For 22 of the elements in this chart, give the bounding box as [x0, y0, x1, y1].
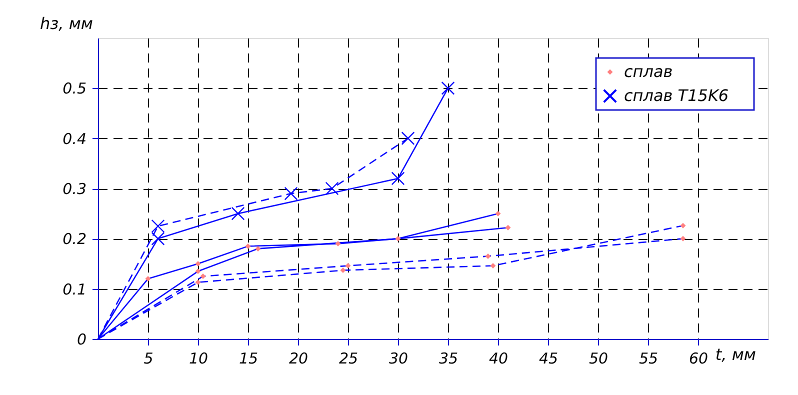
y-tick-label: 0.1	[62, 280, 86, 298]
x-tick-label: 10	[188, 350, 208, 368]
y-tick-label: 0.3	[62, 180, 86, 198]
y-tick-label: 0.4	[62, 130, 86, 148]
x-tick-label: 40	[488, 350, 508, 368]
x-tick-label: 60	[688, 350, 708, 368]
legend-label: сплав T15K6	[624, 86, 729, 105]
y-axis-title: hз, мм	[40, 14, 93, 33]
x-tick-label: 25	[338, 350, 358, 368]
x-tick-label: 30	[388, 350, 408, 368]
y-tick-label: 0.2	[62, 230, 86, 248]
x-tick-label: 55	[638, 350, 658, 368]
x-tick-label: 5	[144, 350, 154, 368]
x-tick-label: 45	[538, 350, 558, 368]
x-axis-title: t, мм	[715, 345, 756, 364]
y-tick-label: 0	[76, 330, 86, 348]
x-tick-label: 35	[438, 350, 458, 368]
legend-label: сплав	[624, 62, 673, 81]
x-tick-label: 50	[588, 350, 608, 368]
x-tick-label: 15	[238, 350, 258, 368]
x-tick-label: 20	[288, 350, 308, 368]
y-tick-label: 0.5	[62, 80, 86, 98]
